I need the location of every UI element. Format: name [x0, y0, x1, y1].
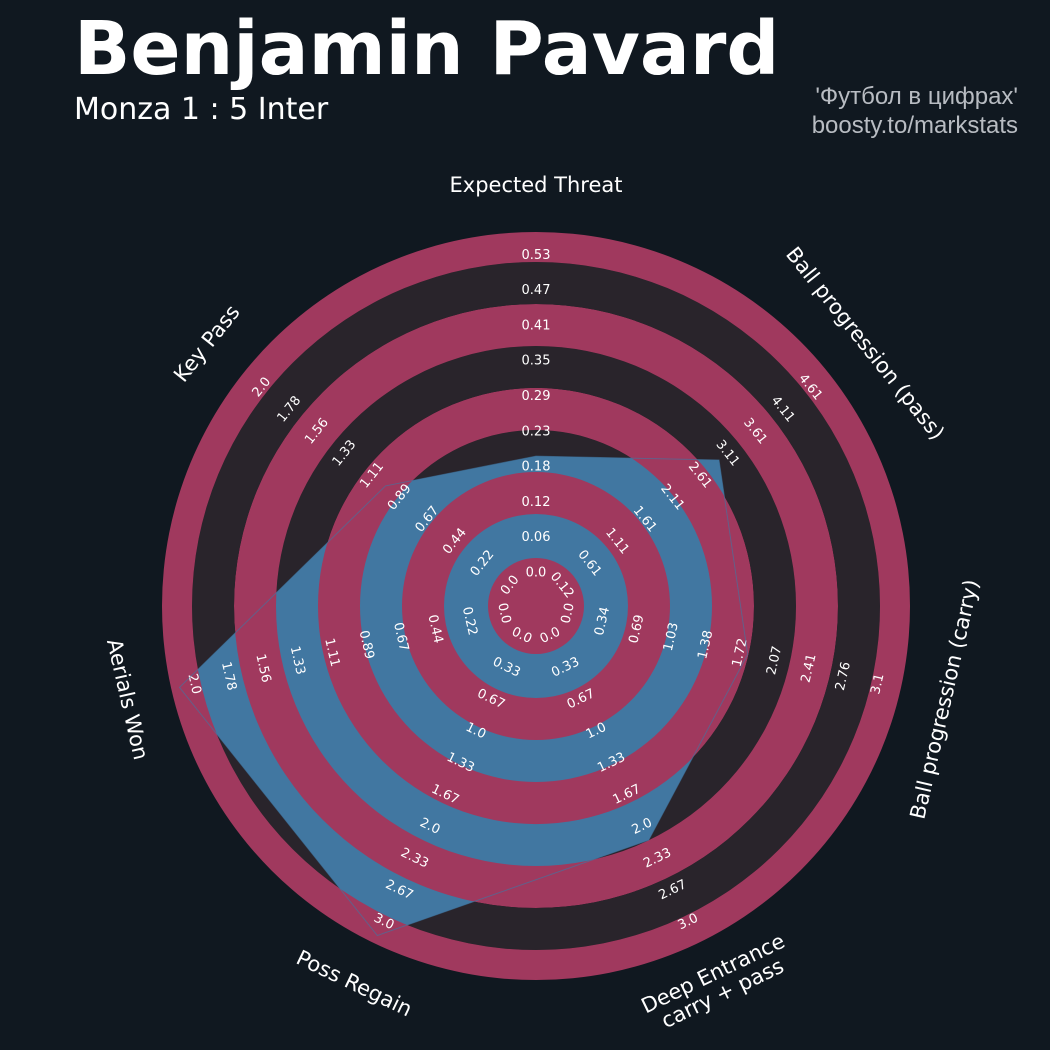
parameter-label: Expected Threat	[450, 173, 623, 197]
tick-label: 0.47	[522, 283, 551, 298]
tick-label: 1.03	[661, 621, 682, 653]
credit-block: 'Футбол в цифрах' boosty.to/markstats	[812, 82, 1018, 140]
tick-label: 0.0	[494, 602, 513, 626]
player-ring-2	[402, 472, 670, 740]
tick-label: 0.67	[390, 621, 411, 653]
tick-label: 2.07	[764, 645, 785, 677]
tick-label: 1.78	[218, 660, 239, 692]
tick-label: 0.35	[522, 354, 551, 369]
credit-line-link: boosty.to/markstats	[811, 112, 1018, 139]
tick-label: 1.33	[287, 645, 308, 677]
tick-label: 0.12	[522, 495, 551, 510]
tick-label: 0.0	[559, 602, 578, 626]
parameter-label: Aerials Won	[102, 636, 153, 762]
tick-label: 0.0	[526, 566, 547, 581]
parameter-label: Poss Regain	[293, 946, 416, 1022]
tick-label: 0.18	[522, 460, 551, 475]
tick-label: 2.41	[799, 653, 820, 685]
tick-label: 0.44	[424, 613, 445, 645]
match-subtitle: Monza 1 : 5 Inter	[74, 92, 329, 127]
player-name-title: Benjamin Pavard	[74, 6, 780, 92]
tick-label: 1.72	[730, 637, 751, 669]
tick-label: 0.41	[522, 318, 551, 333]
tick-label: 0.06	[522, 530, 551, 545]
tick-label: 1.38	[695, 629, 716, 661]
tick-label: 0.22	[459, 605, 480, 637]
parameter-label: Key Pass	[169, 300, 245, 386]
credit-line-source: 'Футбол в цифрах'	[815, 83, 1018, 110]
tick-label: 0.29	[522, 389, 551, 404]
parameter-label: Ball progression (carry)	[905, 577, 983, 821]
tick-label: 1.11	[321, 637, 342, 669]
tick-label: 0.89	[356, 629, 377, 661]
tick-label: 0.34	[592, 605, 613, 637]
tick-label: 3.1	[868, 672, 887, 696]
tick-label: 0.23	[522, 424, 551, 439]
player-polygon-outline	[178, 455, 749, 937]
tick-label: 1.56	[252, 653, 273, 685]
tick-label: 0.69	[626, 613, 647, 645]
player-ring-0	[488, 558, 584, 654]
tick-label: 2.76	[833, 660, 854, 692]
tick-label: 0.53	[522, 248, 551, 263]
